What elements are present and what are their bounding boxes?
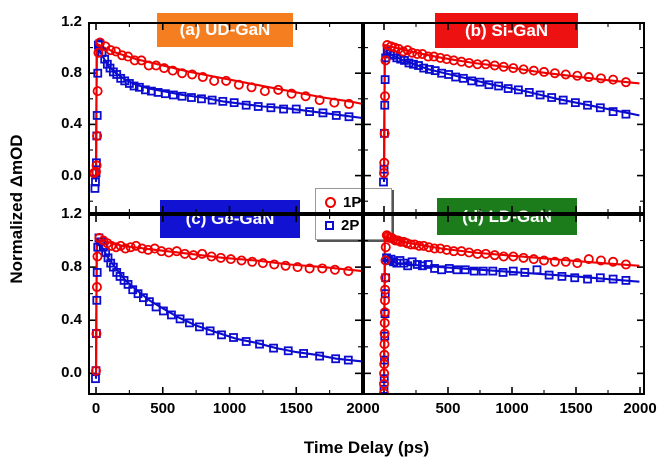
x-tick-label: 1000 [495,400,529,417]
legend-item-2p: 2P [325,216,391,236]
x-tick-label: 1500 [559,400,593,417]
y-axis-title: Normalized ΔmOD [7,134,26,284]
markers-1p [89,37,354,179]
open-circle-marker-icon [325,197,336,208]
legend-item-1p: 1P [325,193,391,213]
panel-a-plot [88,22,363,214]
panel-label-ud-gan: (a) UD-GaN [157,13,293,47]
y-tick-label: 0.4 [61,311,82,329]
x-axis-title: Time Delay (ps) [303,438,430,457]
x-tick-label: 1000 [212,400,247,417]
legend-label-2p: 2P [341,216,360,234]
x-tick-label: 1500 [279,400,313,417]
y-tick-label: 0.8 [61,64,82,82]
markers-1p [378,40,631,179]
x-tick-label: 0 [91,400,101,417]
panel-c-plot [88,214,363,395]
panel-d-plot [363,214,645,395]
y-tick-label: 1.2 [61,205,82,222]
y-tick-label: 0.4 [61,115,82,133]
markers-2p [379,253,631,394]
fit-line-1p [382,235,640,387]
markers-2p [379,47,631,187]
y-tick-label: 0.0 [61,364,82,382]
y-tick-label: 0.0 [61,166,82,184]
y-tick-label: 1.2 [61,13,82,30]
markers-2p [90,39,354,193]
panel-label-ld-gan: (d) LD-GaN [437,198,577,235]
panel-label-si-gan: (b) Si-GaN [435,13,578,48]
legend-label-1p: 1P [343,193,362,211]
x-tick-label: 500 [150,400,176,417]
x-tick-label: 2000 [346,400,380,417]
fit-line-2p [382,258,640,387]
panel-b-plot [363,22,645,214]
fit-line-2p [94,239,363,379]
fit-line-2p [94,43,363,183]
markers-1p [91,232,354,376]
open-square-marker-icon [325,221,334,230]
x-tick-label: 500 [435,400,461,417]
x-tick-label: 2000 [623,400,657,417]
markers-2p [91,233,353,384]
y-tick-label: 0.8 [61,258,82,276]
